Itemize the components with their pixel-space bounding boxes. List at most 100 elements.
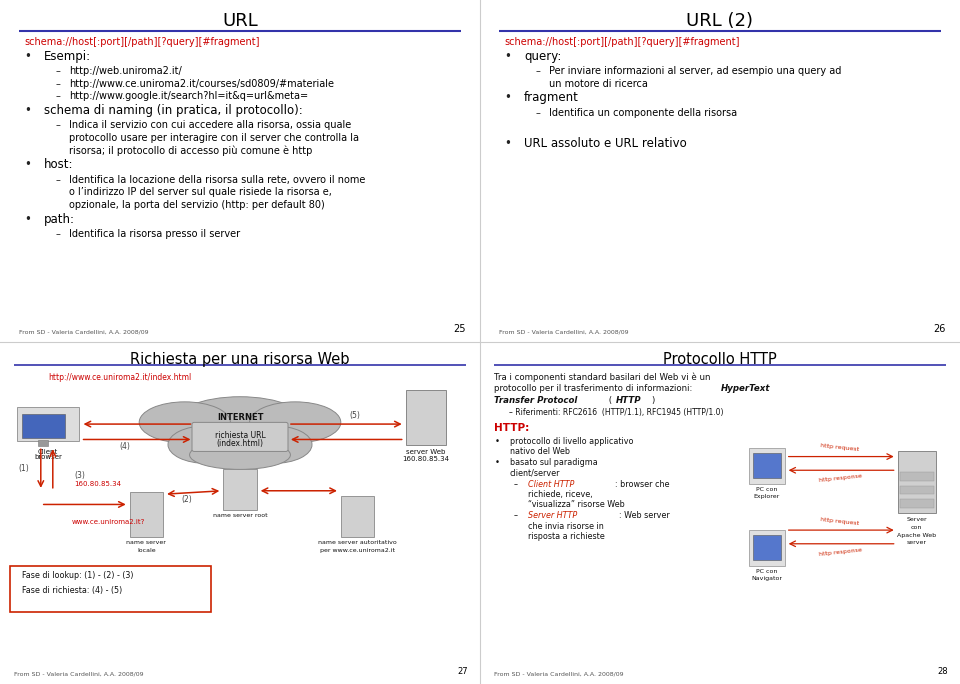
Text: Client HTTP: Client HTTP: [528, 480, 574, 489]
Text: name server autoritativo: name server autoritativo: [318, 540, 397, 545]
Text: schema://host[:port][/path][?query][#fragment]: schema://host[:port][/path][?query][#fra…: [24, 37, 259, 47]
Text: •: •: [504, 50, 511, 63]
Bar: [38, 440, 48, 446]
Text: path:: path:: [44, 213, 75, 226]
Text: (2): (2): [181, 495, 193, 504]
Text: Identifica la locazione della risorsa sulla rete, ovvero il nome: Identifica la locazione della risorsa su…: [69, 175, 365, 185]
Text: (3): (3): [75, 471, 85, 480]
Text: –: –: [536, 108, 540, 118]
Text: fragment: fragment: [524, 92, 579, 105]
FancyBboxPatch shape: [10, 566, 211, 612]
Text: http://www.ce.uniroma2.it/index.html: http://www.ce.uniroma2.it/index.html: [48, 373, 191, 382]
Text: From SD - Valeria Cardellini, A.A. 2008/09: From SD - Valeria Cardellini, A.A. 2008/…: [494, 672, 624, 676]
Text: 160.80.85.34: 160.80.85.34: [402, 456, 449, 462]
Text: Fase di richiesta: (4) - (5): Fase di richiesta: (4) - (5): [22, 586, 122, 594]
Text: opzionale, la porta del servizio (http: per default 80): opzionale, la porta del servizio (http: …: [69, 200, 324, 210]
Text: HTTP:: HTTP:: [494, 423, 530, 434]
Text: URL assoluto e URL relativo: URL assoluto e URL relativo: [524, 137, 687, 150]
Text: un motore di ricerca: un motore di ricerca: [549, 79, 647, 89]
Text: From SD - Valeria Cardellini, A.A. 2008/09: From SD - Valeria Cardellini, A.A. 2008/…: [19, 330, 149, 334]
Text: INTERNET: INTERNET: [217, 412, 263, 422]
Text: http response: http response: [818, 547, 862, 557]
Text: (1): (1): [18, 464, 30, 473]
Bar: [898, 451, 936, 513]
Text: schema://host[:port][/path][?query][#fragment]: schema://host[:port][/path][?query][#fra…: [504, 37, 739, 47]
Text: locale: locale: [137, 549, 156, 553]
Ellipse shape: [250, 402, 341, 443]
Text: •: •: [24, 159, 31, 172]
Text: http://www.google.it/search?hl=it&q=url&meta=: http://www.google.it/search?hl=it&q=url&…: [69, 92, 308, 101]
Text: server Web: server Web: [406, 449, 445, 455]
Ellipse shape: [171, 397, 309, 455]
Text: ): ): [652, 396, 655, 405]
Text: 27: 27: [457, 668, 468, 676]
Ellipse shape: [189, 440, 290, 469]
Bar: [900, 486, 933, 494]
Text: richiede, riceve,: richiede, riceve,: [528, 490, 592, 499]
Text: name server root: name server root: [213, 513, 267, 518]
Text: –: –: [56, 175, 60, 185]
Text: Transfer Protocol: Transfer Protocol: [494, 396, 578, 405]
Text: risposta a richieste: risposta a richieste: [528, 532, 605, 541]
Bar: [900, 472, 933, 480]
Text: –: –: [56, 66, 60, 76]
Text: HyperText: HyperText: [721, 384, 771, 393]
Bar: [341, 496, 374, 537]
Ellipse shape: [168, 425, 245, 464]
Text: 26: 26: [933, 324, 946, 334]
Text: www.ce.uniroma2.it?: www.ce.uniroma2.it?: [72, 518, 145, 525]
Text: PC con: PC con: [756, 487, 778, 492]
Text: •: •: [504, 137, 511, 150]
Bar: [405, 390, 446, 445]
Text: http response: http response: [818, 473, 862, 483]
Text: protocollo di livello applicativo: protocollo di livello applicativo: [510, 437, 634, 446]
Text: –: –: [514, 512, 517, 521]
Text: http://web.uniroma2.it/: http://web.uniroma2.it/: [69, 66, 181, 76]
Text: •: •: [24, 213, 31, 226]
Bar: [749, 530, 784, 566]
Bar: [16, 407, 79, 441]
Bar: [753, 535, 781, 560]
Text: (5): (5): [349, 411, 361, 420]
Text: browser: browser: [34, 454, 62, 460]
Text: –: –: [56, 79, 60, 89]
Bar: [130, 492, 163, 537]
Text: Server: Server: [906, 517, 927, 522]
Text: •: •: [504, 92, 511, 105]
Text: Tra i componenti standard basilari del Web vi è un: Tra i componenti standard basilari del W…: [494, 373, 711, 382]
Text: Explorer: Explorer: [754, 494, 780, 499]
Text: 28: 28: [937, 668, 948, 676]
Text: client/server: client/server: [510, 469, 561, 477]
Text: From SD - Valeria Cardellini, A.A. 2008/09: From SD - Valeria Cardellini, A.A. 2008/…: [499, 330, 629, 334]
Text: nativo del Web: nativo del Web: [510, 447, 570, 456]
Text: http request: http request: [821, 443, 859, 452]
Text: •: •: [24, 104, 31, 117]
Text: Esempi:: Esempi:: [44, 50, 91, 63]
Text: Indica il servizio con cui accedere alla risorsa, ossia quale: Indica il servizio con cui accedere alla…: [69, 120, 351, 131]
Text: name server: name server: [127, 540, 166, 545]
Text: : Web server: : Web server: [619, 512, 670, 521]
Text: URL: URL: [222, 12, 258, 30]
Text: protocollo per il trasferimento di informazioni:: protocollo per il trasferimento di infor…: [494, 384, 696, 393]
Text: Protocollo HTTP: Protocollo HTTP: [663, 352, 777, 367]
Text: –: –: [56, 120, 60, 131]
Text: protocollo usare per interagire con il server che controlla la: protocollo usare per interagire con il s…: [69, 133, 359, 143]
Text: query:: query:: [524, 50, 562, 63]
Text: 160.80.85.34: 160.80.85.34: [75, 481, 121, 487]
Ellipse shape: [235, 425, 312, 464]
Text: per www.ce.uniroma2.it: per www.ce.uniroma2.it: [320, 549, 396, 553]
Text: risorsa; il protocollo di accesso più comune è http: risorsa; il protocollo di accesso più co…: [69, 146, 312, 156]
Ellipse shape: [139, 402, 230, 443]
Text: (4): (4): [119, 442, 131, 451]
Text: : browser che: : browser che: [615, 480, 670, 489]
FancyBboxPatch shape: [192, 423, 288, 451]
Text: server: server: [907, 540, 926, 545]
Text: che invia risorse in: che invia risorse in: [528, 521, 604, 531]
Bar: [22, 414, 65, 438]
Bar: [223, 469, 257, 510]
Text: Identifica la risorsa presso il server: Identifica la risorsa presso il server: [69, 229, 240, 239]
Text: Per inviare informazioni al server, ad esempio una query ad: Per inviare informazioni al server, ad e…: [549, 66, 841, 76]
Text: http://www.ce.uniroma2.it/courses/sd0809/#materiale: http://www.ce.uniroma2.it/courses/sd0809…: [69, 79, 334, 89]
Text: – Riferimenti: RFC2616  (HTTP/1.1), RFC1945 (HTTP/1.0): – Riferimenti: RFC2616 (HTTP/1.1), RFC19…: [509, 408, 723, 417]
Text: •: •: [494, 458, 499, 467]
